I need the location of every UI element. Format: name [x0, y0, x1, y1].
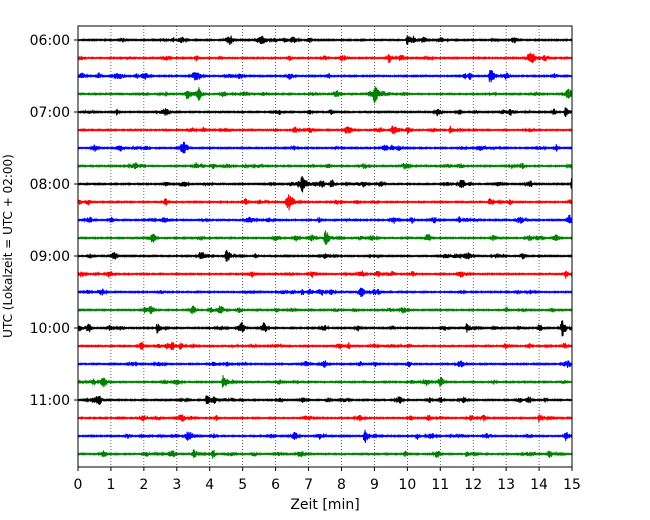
- trace-line: [77, 70, 573, 83]
- trace-line: [77, 341, 573, 351]
- x-tick-label: 5: [238, 477, 247, 493]
- trace-line: [77, 305, 573, 315]
- x-tick-label: 3: [172, 477, 181, 493]
- x-tick-label: 13: [497, 477, 515, 493]
- trace-line: [77, 86, 573, 104]
- x-tick-label: 15: [563, 477, 581, 493]
- trace-line: [77, 214, 573, 224]
- trace-line: [77, 194, 573, 211]
- y-tick-label: 08:00: [30, 177, 70, 193]
- trace-line: [77, 395, 573, 405]
- trace-line: [77, 429, 573, 443]
- y-tick-label: 09:00: [30, 249, 70, 265]
- x-axis-ticks: 0 1 2 3 4 5 6 7 8 9 10 11 12 13 14 15: [74, 467, 581, 493]
- x-tick-label: 6: [271, 477, 280, 493]
- y-tick-label: 10:00: [30, 321, 70, 337]
- trace-line: [77, 175, 573, 193]
- trace-line: [77, 320, 573, 337]
- x-tick-label: 11: [431, 477, 449, 493]
- trace-line: [77, 107, 573, 118]
- y-tick-label: 11:00: [30, 393, 70, 409]
- x-tick-label: 1: [106, 477, 115, 493]
- plot-frame: [77, 25, 573, 468]
- trace-line: [77, 230, 573, 245]
- x-tick-label: 2: [139, 477, 148, 493]
- y-tick-label: 06:00: [30, 33, 70, 49]
- trace-line: [77, 414, 573, 423]
- trace-line: [77, 449, 573, 459]
- trace-line: [77, 125, 573, 135]
- x-tick-label: 12: [464, 477, 482, 493]
- x-tick-label: 7: [304, 477, 313, 493]
- trace-line: [77, 375, 573, 388]
- trace-line: [77, 270, 573, 279]
- trace-line: [77, 360, 573, 368]
- y-axis-ticks: 06:00 07:00 08:00 09:00 10:00 11:00: [30, 33, 78, 409]
- y-tick-label: 07:00: [30, 105, 70, 121]
- x-tick-label: 14: [530, 477, 548, 493]
- x-tick-label: 4: [205, 477, 214, 493]
- trace-line: [77, 141, 573, 154]
- x-tick-label: 10: [398, 477, 416, 493]
- x-tick-label: 9: [370, 477, 379, 493]
- trace-line: [77, 52, 573, 63]
- trace-line: [77, 249, 573, 262]
- x-axis-label: Zeit [min]: [290, 497, 359, 513]
- x-tick-label: 8: [337, 477, 346, 493]
- seismic-traces: [77, 35, 573, 459]
- trace-line: [77, 35, 573, 46]
- trace-line: [77, 287, 573, 297]
- y-axis-label: UTC (Lokalzeit = UTC + 02:00): [1, 154, 15, 338]
- trace-line: [77, 162, 573, 170]
- x-tick-label: 0: [74, 477, 83, 493]
